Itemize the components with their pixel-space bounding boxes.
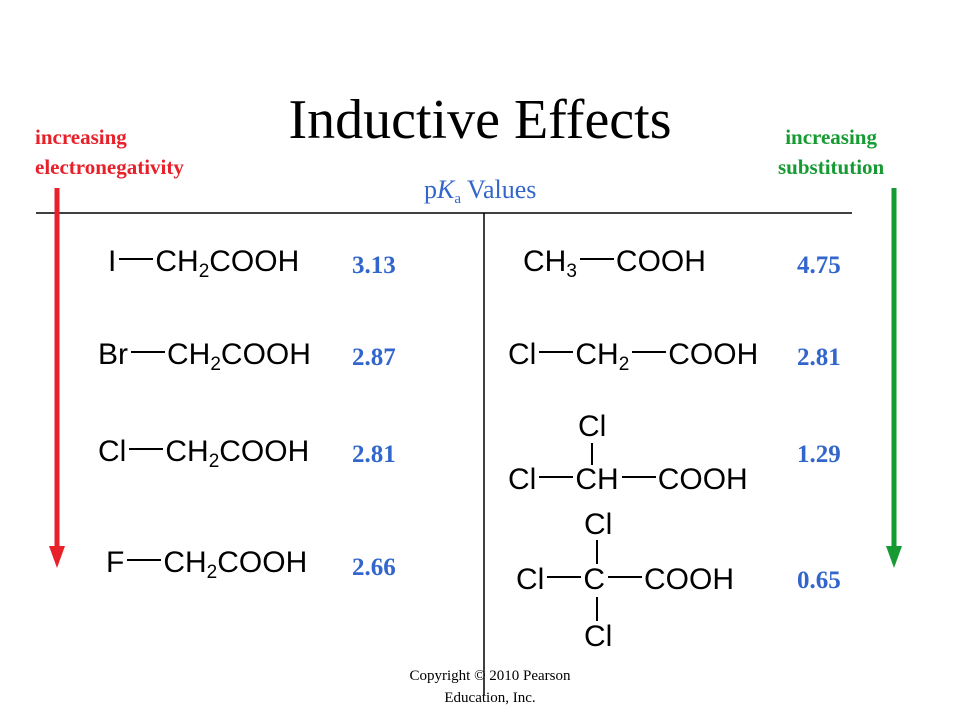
ch-group: CH — [165, 435, 209, 468]
formula-chloroacetic-acid-expanded: Cl CH2 COOH — [508, 338, 759, 375]
single-bond — [539, 351, 574, 354]
right-label-line2: substitution — [778, 155, 885, 179]
subscript: 2 — [618, 354, 630, 375]
pka-sub-a: a — [454, 191, 462, 207]
carboxyl-group: COOH — [644, 563, 735, 596]
copyright-line1: Copyright © 2010 Pearson — [409, 668, 571, 684]
ch-group: CH — [163, 546, 207, 579]
carboxyl-group: COOH — [657, 463, 748, 496]
single-bond — [621, 476, 656, 479]
chlorine-atom-top: Cl — [578, 410, 607, 443]
single-bond — [632, 351, 667, 354]
pka-k: K — [437, 175, 455, 204]
ch-group: CH — [575, 463, 619, 496]
halogen-atom: Br — [98, 338, 128, 371]
vertical-bond — [596, 597, 598, 621]
pka-value: 2.81 — [352, 441, 396, 468]
subscript: 3 — [566, 261, 577, 282]
left-label-line2: electronegativity — [35, 155, 184, 179]
increasing-substitution-label: increasing substitution — [778, 122, 884, 182]
vertical-bond — [596, 540, 598, 564]
formula-bromoacetic-acid: Br CH2COOH — [98, 338, 311, 375]
single-bond — [547, 576, 582, 579]
single-bond — [131, 351, 165, 354]
single-bond — [539, 476, 574, 479]
pka-value: 3.13 — [352, 252, 396, 279]
pka-value: 2.66 — [352, 554, 396, 581]
single-bond — [579, 258, 614, 261]
formula-dichloroacetic-acid: Cl CH COOH — [508, 465, 748, 495]
single-bond — [608, 576, 643, 579]
formula-trichloroacetic-acid: Cl C COOH — [516, 565, 734, 595]
ch-group: CH — [155, 245, 199, 278]
chlorine-atom: Cl — [508, 463, 537, 496]
left-label-line1: increasing — [35, 125, 127, 149]
single-bond — [127, 559, 162, 562]
copyright-notice: Copyright © 2010 Pearson Education, Inc. — [360, 665, 620, 709]
pka-value: 0.65 — [797, 567, 841, 594]
carboxyl-group: COOH — [219, 435, 310, 468]
pka-value: 1.29 — [797, 441, 841, 468]
chlorine-atom: Cl — [516, 563, 545, 596]
halogen-atom: Cl — [98, 435, 127, 468]
subscript: 2 — [206, 562, 218, 583]
pka-p: p — [424, 175, 437, 204]
halogen-atom: F — [106, 546, 125, 579]
subscript: 2 — [208, 451, 220, 472]
pka-values-heading: pKa Values — [424, 174, 536, 208]
carboxyl-group: COOH — [217, 546, 308, 579]
copyright-line2: Education, Inc. — [444, 690, 536, 706]
pka-values-word: Values — [461, 175, 537, 204]
subscript: 2 — [210, 354, 221, 375]
red-down-arrow — [49, 188, 65, 568]
increasing-electronegativity-label: increasing electronegativity — [35, 122, 184, 182]
carboxyl-group: COOH — [615, 245, 706, 278]
vertical-bond — [591, 443, 593, 465]
carboxyl-group: COOH — [668, 338, 759, 371]
formula-iodoacetic-acid: I CH2COOH — [108, 245, 300, 282]
carboxyl-group: COOH — [220, 338, 311, 371]
pka-value: 2.81 — [797, 344, 841, 371]
ch-group: CH — [167, 338, 211, 371]
subscript: 2 — [198, 261, 210, 282]
green-down-arrow — [886, 188, 902, 568]
carboxyl-group: COOH — [209, 245, 300, 278]
chlorine-atom-top: Cl — [584, 508, 613, 541]
formula-acetic-acid: CH3 COOH — [523, 245, 706, 282]
chlorine-atom-bottom: Cl — [584, 620, 613, 653]
single-bond — [129, 448, 164, 451]
page-title: Inductive Effects — [288, 89, 672, 151]
single-bond — [119, 258, 154, 261]
pka-value: 4.75 — [797, 252, 841, 279]
formula-fluoroacetic-acid: F CH2COOH — [106, 546, 308, 583]
pka-value: 2.87 — [352, 344, 396, 371]
ch-group: CH — [575, 338, 619, 371]
formula-chloroacetic-acid: Cl CH2COOH — [98, 435, 310, 472]
right-label-line1: increasing — [785, 125, 877, 149]
ch-group: CH — [523, 245, 567, 278]
chlorine-atom: Cl — [508, 338, 537, 371]
halogen-atom: I — [108, 245, 117, 278]
c-atom: C — [583, 563, 606, 596]
